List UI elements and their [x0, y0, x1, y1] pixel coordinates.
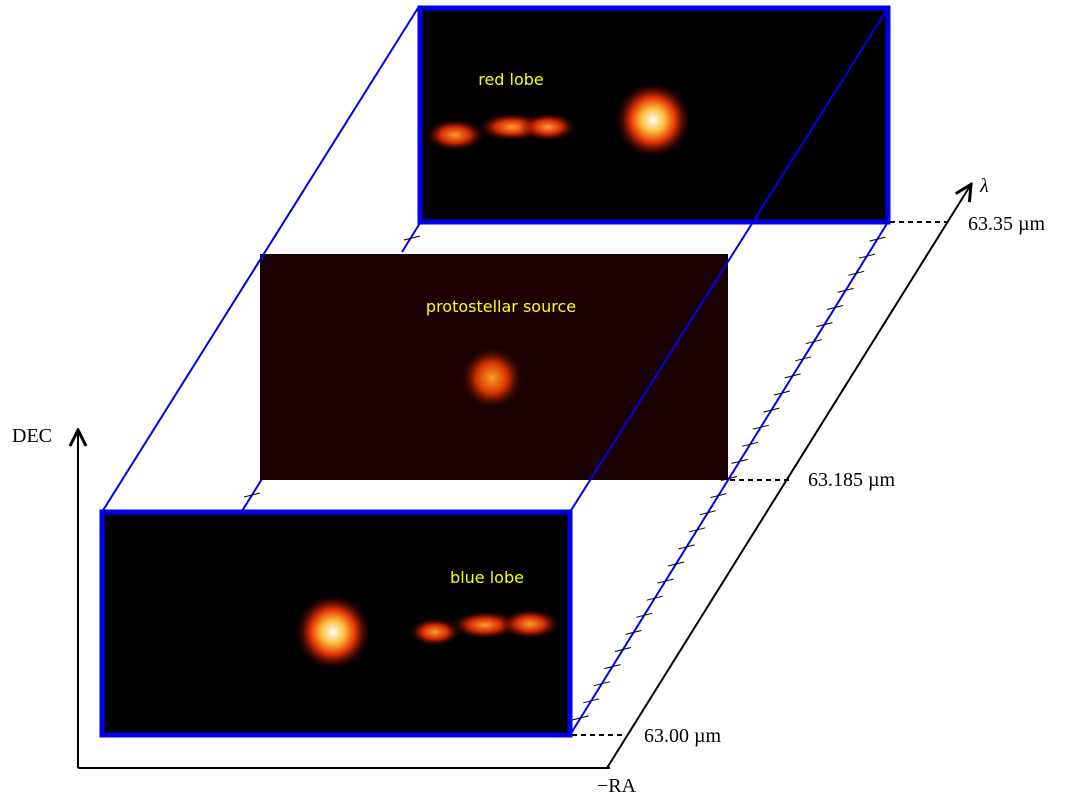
knot: [500, 609, 560, 639]
edge: [402, 223, 420, 252]
blob: [295, 594, 371, 670]
panel-label: blue lobe: [450, 568, 524, 587]
knot: [520, 113, 576, 141]
axis-label: DEC: [12, 425, 52, 447]
axis-label: −RA: [597, 775, 637, 797]
wavelength-label: 63.35 µm: [968, 213, 1046, 235]
blob: [460, 346, 524, 410]
panel-label: red lobe: [478, 70, 544, 89]
blob: [615, 82, 691, 158]
wavelength-label: 63.00 µm: [644, 725, 722, 747]
panel-label: protostellar source: [426, 297, 576, 316]
knot: [425, 119, 485, 151]
diagram: red lobe protostellar source blue lobe 6…: [0, 0, 1082, 800]
axis-label: λ: [979, 175, 989, 197]
wavelength-label: 63.185 µm: [808, 469, 896, 491]
